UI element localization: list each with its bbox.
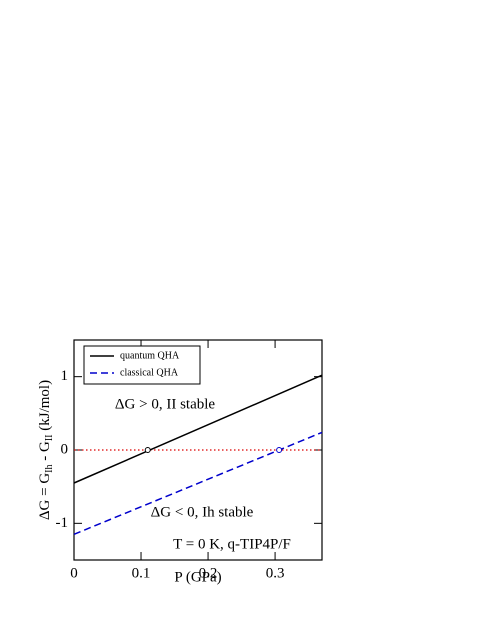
x-tick-label: 0 (70, 565, 78, 581)
y-tick-label: -1 (56, 515, 69, 531)
annotation: ΔG < 0, Ih stable (151, 504, 254, 520)
x-axis-label: P (GPa) (174, 569, 221, 585)
legend-label: quantum QHA (120, 350, 180, 361)
annotation: T = 0 K, q-TIP4P/F (173, 536, 291, 552)
x-tick-label: 0.2 (199, 565, 218, 581)
crossing-point (276, 447, 283, 453)
y-axis-label: ΔG = GIh - GII (kJ/mol) (37, 380, 55, 520)
crossing-point (144, 447, 151, 453)
y-tick-label: 0 (61, 441, 69, 457)
annotation: ΔG > 0, II stable (115, 396, 216, 412)
legend-box (83, 345, 201, 385)
y-tick-label: 1 (61, 368, 69, 384)
legend-label: classical QHA (120, 367, 179, 378)
series-line (73, 374, 323, 484)
x-tick-label: 0.1 (132, 565, 151, 581)
x-tick-label: 0.3 (266, 565, 285, 581)
